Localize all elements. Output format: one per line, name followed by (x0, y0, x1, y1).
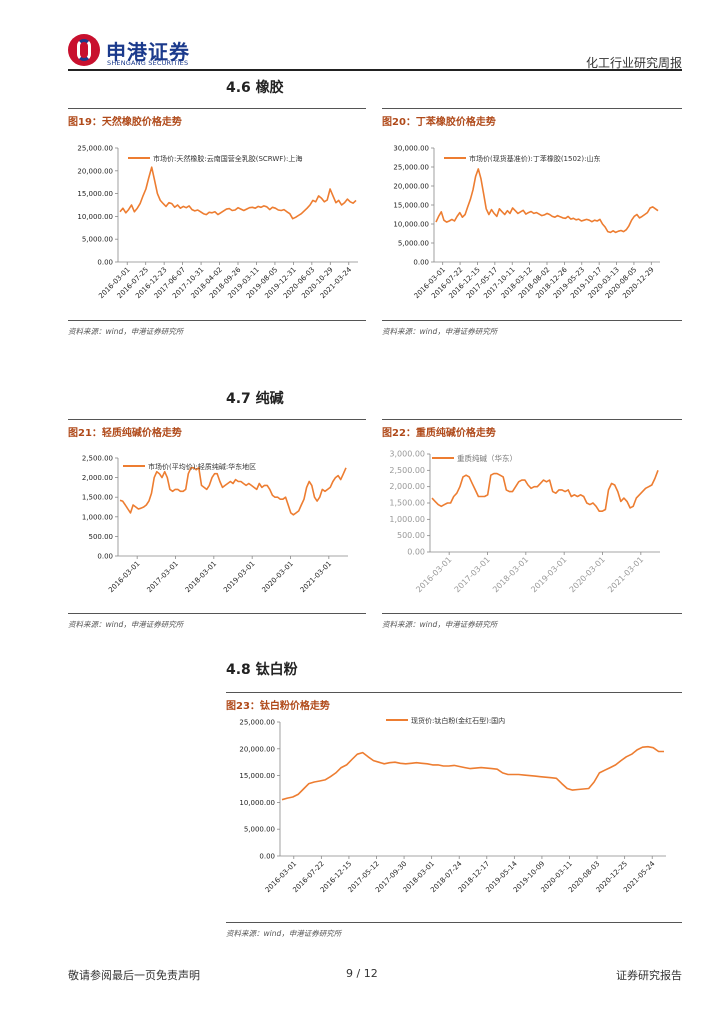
figure-19-source: 资料来源：wind，申港证券研究所 (68, 327, 184, 336)
price-series-line (281, 745, 664, 801)
figure-20-title: 图20：丁苯橡胶价格走势 (382, 117, 496, 128)
y-tick-label: 500.00 (397, 531, 425, 540)
y-tick-label: 10,000.00 (239, 799, 275, 807)
x-tick-label: 2019-03-01 (529, 555, 568, 594)
x-tick-label: 2020-03-01 (260, 560, 294, 594)
chart-natural-rubber: 0.00 5,000.00 10,000.00 15,000.00 20,000.00 2… (77, 145, 358, 300)
figure-23-source: 资料来源：wind，申港证券研究所 (226, 929, 342, 938)
y-tick-label: 10,000.00 (77, 213, 113, 221)
price-series-line (431, 470, 659, 512)
x-tick-label: 2021-03-01 (299, 560, 333, 594)
y-tick-label: 20,000.00 (239, 745, 275, 753)
header-divider (68, 69, 682, 71)
y-tick-label: 20,000.00 (393, 183, 429, 191)
figure-divider (382, 320, 682, 321)
y-tick-label: 1,000.00 (82, 513, 113, 521)
x-tick-label: 2018-03-01 (184, 560, 218, 594)
company-name-en: SHENGANG SECURITIES (107, 59, 189, 67)
y-tick-label: 30,000.00 (393, 145, 429, 153)
x-tick-label: 2016-03-01 (107, 560, 141, 594)
figure-22-title: 图22：重质纯碱价格走势 (382, 428, 496, 439)
y-tick-label: 2,000.00 (82, 474, 113, 482)
figure-divider (382, 419, 682, 420)
x-tick-label: 2019-03-01 (222, 560, 256, 594)
y-tick-label: 0.00 (259, 853, 275, 861)
chart-light-soda-ash: 0.00 500.00 1,000.00 1,500.00 2,000.00 2,500.… (82, 455, 348, 594)
company-logo-icon (68, 34, 100, 66)
figure-21-source: 资料来源：wind，申港证券研究所 (68, 620, 184, 629)
footer-disclaimer: 敬请参阅最后一页免责声明 (68, 969, 200, 982)
x-tick-label: 2017-03-01 (453, 555, 492, 594)
section-title-soda-ash: 4.7 纯碱 (226, 391, 284, 407)
figure-19-title: 图19：天然橡胶价格走势 (68, 117, 182, 128)
y-tick-label: 2,000.00 (389, 482, 425, 491)
x-tick-label: 2018-03-01 (491, 555, 530, 594)
price-series-line (119, 166, 357, 220)
y-tick-label: 15,000.00 (239, 772, 275, 780)
figure-divider (68, 613, 366, 614)
y-tick-label: 25,000.00 (239, 719, 275, 727)
y-tick-label: 20,000.00 (77, 167, 113, 175)
figure-23-title: 图23：钛白粉价格走势 (226, 701, 330, 712)
y-tick-label: 10,000.00 (393, 221, 429, 229)
figure-divider (226, 922, 682, 923)
figure-divider (68, 320, 366, 321)
figure-divider (382, 613, 682, 614)
company-name-cn: 申港证券 (106, 40, 190, 64)
y-tick-label: 5,000.00 (82, 236, 113, 244)
x-tick-label: 2016-03-01 (414, 555, 453, 594)
y-tick-label: 25,000.00 (393, 164, 429, 172)
y-tick-label: 500.00 (89, 533, 114, 541)
y-tick-label: 2,500.00 (389, 466, 425, 475)
legend-label: 市场价(现货基准价):丁苯橡胶(1502):山东 (469, 154, 600, 163)
price-series-line (435, 168, 659, 234)
y-tick-label: 0.00 (97, 259, 113, 267)
legend-label: 市场价(平均价):轻质纯碱:华东地区 (148, 462, 256, 471)
y-tick-label: 5,000.00 (398, 240, 429, 248)
footer-doc-type: 证券研究报告 (616, 969, 682, 982)
y-tick-label: 3,000.00 (389, 450, 425, 459)
legend-label: 市场价:天然橡胶:云南国营全乳胶(SCRWF):上海 (153, 154, 302, 163)
section-title-titanium-dioxide: 4.8 钛白粉 (226, 662, 298, 678)
x-tick-label: 2021-03-01 (606, 555, 645, 594)
legend-label: 重质纯碱（华东） (457, 453, 517, 463)
x-tick-label: 2020-03-01 (568, 555, 607, 594)
figure-21-title: 图21：轻质纯碱价格走势 (68, 428, 182, 439)
price-series-line (119, 466, 347, 516)
chart-titanium-dioxide: 0.00 5,000.00 10,000.00 15,000.00 20,000.00 2… (239, 716, 666, 894)
report-type: 化工行业研究周报 (585, 56, 682, 70)
chart-sbr-rubber: 0.00 5,000.00 10,000.00 15,000.00 20,000.00 2… (393, 145, 660, 300)
y-tick-label: 1,500.00 (389, 499, 425, 508)
figure-divider (68, 108, 366, 109)
y-tick-label: 15,000.00 (77, 190, 113, 198)
figure-divider (68, 419, 366, 420)
y-tick-label: 2,500.00 (82, 455, 113, 463)
y-tick-label: 0.00 (407, 548, 425, 557)
chart-dense-soda-ash: 0.00 500.00 1,000.00 1,500.00 2,000.00 2,500.… (389, 450, 660, 594)
y-tick-label: 1,000.00 (389, 515, 425, 524)
y-tick-label: 0.00 (413, 259, 429, 267)
y-tick-label: 1,500.00 (82, 494, 113, 502)
page-number: 9 / 12 (346, 967, 378, 980)
figure-22-source: 资料来源：wind，申港证券研究所 (382, 620, 498, 629)
y-tick-label: 0.00 (97, 553, 113, 561)
section-title-rubber: 4.6 橡胶 (226, 80, 284, 96)
figure-divider (382, 108, 682, 109)
y-tick-label: 15,000.00 (393, 202, 429, 210)
figure-20-source: 资料来源：wind，申港证券研究所 (382, 327, 498, 336)
figure-divider (226, 692, 682, 693)
y-tick-label: 5,000.00 (244, 826, 275, 834)
y-tick-label: 25,000.00 (77, 145, 113, 153)
legend-label: 现货价:钛白粉(金红石型):国内 (411, 716, 505, 725)
x-tick-label: 2017-03-01 (145, 560, 179, 594)
